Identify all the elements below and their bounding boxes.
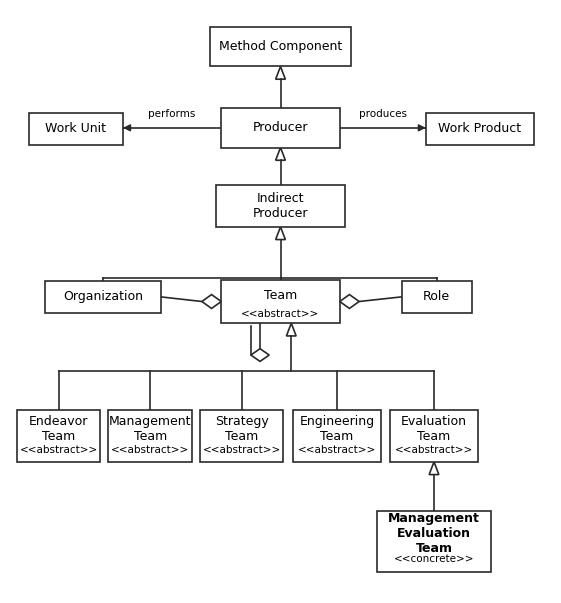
Text: Endeavor
Team: Endeavor Team (29, 415, 88, 443)
FancyBboxPatch shape (17, 410, 100, 462)
Text: <<abstract>>: <<abstract>> (20, 446, 98, 455)
FancyBboxPatch shape (45, 281, 160, 313)
FancyBboxPatch shape (200, 410, 283, 462)
Polygon shape (251, 349, 269, 361)
Polygon shape (287, 323, 296, 336)
FancyBboxPatch shape (216, 185, 345, 227)
FancyBboxPatch shape (221, 108, 340, 148)
Text: <<concrete>>: <<concrete>> (394, 554, 474, 564)
Polygon shape (275, 227, 286, 239)
Text: Management
Team: Management Team (109, 415, 191, 443)
FancyBboxPatch shape (29, 113, 123, 145)
Polygon shape (275, 66, 286, 79)
Text: Indirect
Producer: Indirect Producer (253, 192, 308, 220)
Text: Engineering
Team: Engineering Team (300, 415, 375, 443)
Text: Method Component: Method Component (219, 40, 342, 53)
Text: Team: Team (264, 289, 297, 302)
Polygon shape (340, 294, 359, 309)
Polygon shape (275, 148, 286, 160)
Polygon shape (202, 294, 221, 309)
Text: <<abstract>>: <<abstract>> (111, 446, 189, 455)
Text: <<abstract>>: <<abstract>> (395, 446, 473, 455)
Text: Evaluation
Team: Evaluation Team (401, 415, 467, 443)
FancyBboxPatch shape (378, 511, 490, 572)
FancyBboxPatch shape (108, 410, 192, 462)
Polygon shape (429, 462, 439, 475)
FancyBboxPatch shape (389, 410, 479, 462)
Text: Work Unit: Work Unit (45, 122, 107, 136)
Text: Management
Evaluation
Team: Management Evaluation Team (388, 513, 480, 555)
Text: Strategy
Team: Strategy Team (215, 415, 269, 443)
Text: Organization: Organization (63, 291, 143, 303)
FancyBboxPatch shape (293, 410, 381, 462)
Text: Work Product: Work Product (438, 122, 521, 136)
FancyBboxPatch shape (426, 113, 534, 145)
Text: produces: produces (359, 109, 407, 119)
Text: <<abstract>>: <<abstract>> (203, 446, 281, 455)
FancyBboxPatch shape (221, 280, 340, 323)
FancyBboxPatch shape (210, 27, 351, 66)
Text: Producer: Producer (253, 121, 308, 134)
Text: Role: Role (423, 291, 450, 303)
FancyBboxPatch shape (402, 281, 472, 313)
Text: performs: performs (149, 109, 196, 119)
Text: <<abstract>>: <<abstract>> (241, 309, 320, 318)
Text: <<abstract>>: <<abstract>> (298, 446, 376, 455)
